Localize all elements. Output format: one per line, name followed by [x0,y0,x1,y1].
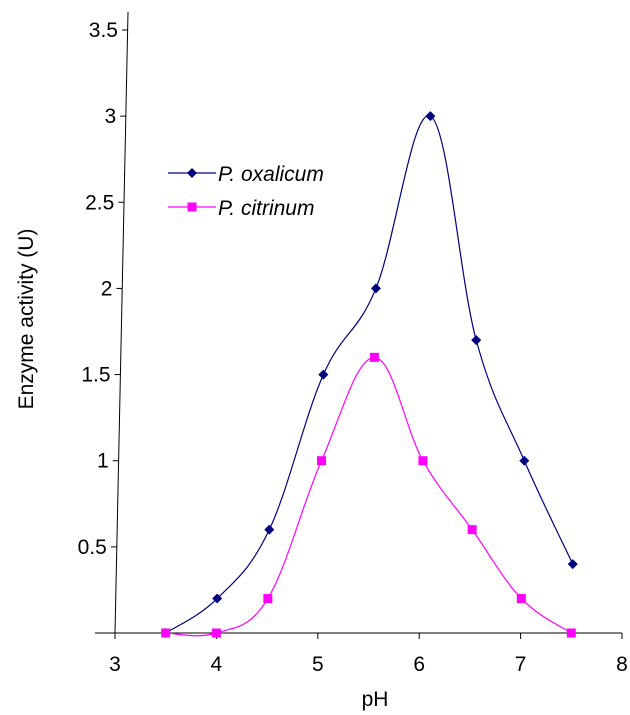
legend-marker-square [187,202,197,212]
y-tick-label: 1 [97,450,109,473]
axes [95,11,622,634]
series [160,111,578,638]
x-tick-label: 6 [413,653,425,676]
y-tick-label: 2 [101,277,113,300]
x-axis-title: pH [362,688,389,711]
data-point-p-citrinum [317,456,327,466]
data-point-p-citrinum [211,628,221,638]
x-tick-label: 7 [515,653,527,676]
y-tick-label: 3.5 [89,19,118,42]
data-point-p-citrinum [566,628,576,638]
legend-item-p-citrinum: P. citrinum [168,197,314,220]
legend: P. oxalicum P. citrinum [168,163,324,220]
y-axis-line [114,11,129,634]
data-point-p-oxalicum [519,455,530,466]
data-point-p-oxalicum [471,335,482,346]
data-point-p-citrinum [263,594,273,604]
data-point-p-citrinum [369,352,379,362]
x-tick-label: 8 [616,653,628,676]
x-tick-label: 3 [109,653,121,676]
data-point-p-oxalicum [425,111,436,122]
series-p-citrinum [161,352,576,638]
ticks: 3 4 5 6 7 8 0.5 1 1.5 2 2.5 3 3.5 [78,19,628,676]
data-point-p-oxalicum [212,593,223,604]
legend-label: P. oxalicum [218,163,324,186]
series-p-oxalicum [160,111,578,638]
series-line-p-citrinum [165,356,572,637]
x-tick-label: 4 [211,653,223,676]
y-axis-title: Enzyme activity (U) [15,229,38,410]
series-line-p-oxalicum [165,115,574,634]
y-tick-label: 2.5 [85,191,114,214]
legend-marker-diamond [187,168,197,178]
data-point-p-citrinum [161,628,171,638]
y-tick-label: 1.5 [81,364,110,387]
data-point-p-oxalicum [370,283,381,294]
y-tick-label: 0.5 [78,536,107,559]
data-point-p-oxalicum [567,559,578,570]
data-point-p-oxalicum [264,524,275,535]
x-tick-label: 5 [312,653,324,676]
data-point-p-oxalicum [318,369,329,380]
data-point-p-citrinum [467,525,477,535]
data-point-p-citrinum [418,456,428,466]
data-point-p-citrinum [516,594,526,604]
legend-item-p-oxalicum: P. oxalicum [168,163,324,186]
y-tick-label: 3 [104,105,116,128]
legend-label: P. citrinum [218,197,314,220]
